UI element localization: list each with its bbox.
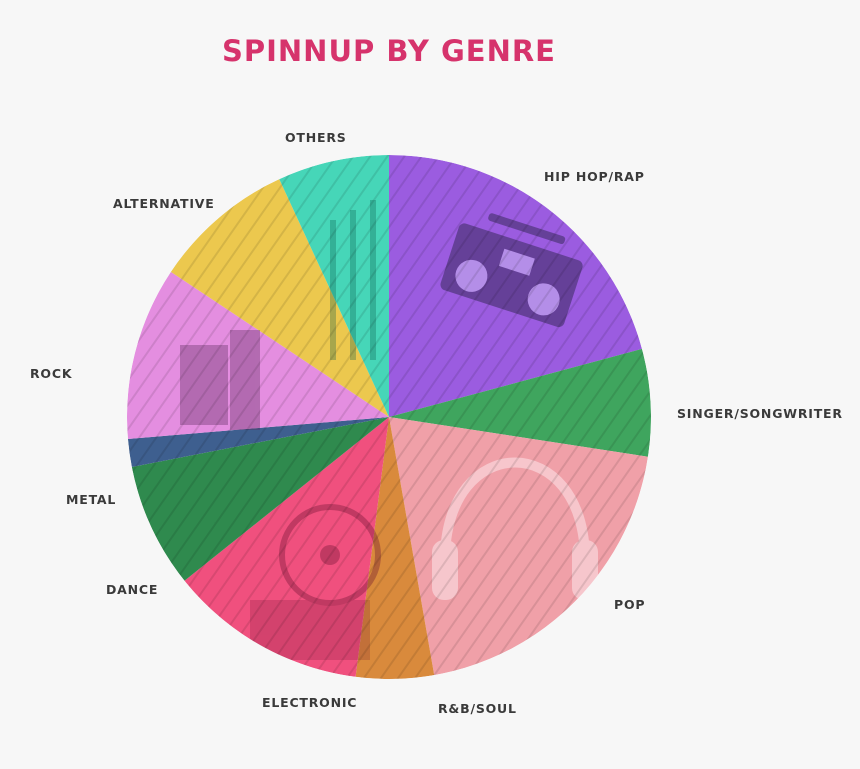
label-rock: ROCK bbox=[30, 366, 73, 381]
label-singer-songwriter: SINGER/SONGWRITER bbox=[677, 406, 843, 421]
label-pop: POP bbox=[614, 597, 646, 612]
slice-texture-overlay bbox=[127, 155, 651, 679]
label-electronic: ELECTRONIC bbox=[262, 695, 358, 710]
chart-title: SPINNUP BY GENRE bbox=[221, 34, 556, 68]
label-metal: METAL bbox=[66, 492, 117, 507]
label-dance: DANCE bbox=[106, 582, 159, 597]
label-alternative: ALTERNATIVE bbox=[113, 196, 215, 211]
label-rnb-soul: R&B/SOUL bbox=[438, 701, 517, 716]
label-hip-hop-rap: HIP HOP/RAP bbox=[544, 169, 645, 184]
label-others: OTHERS bbox=[285, 130, 347, 145]
